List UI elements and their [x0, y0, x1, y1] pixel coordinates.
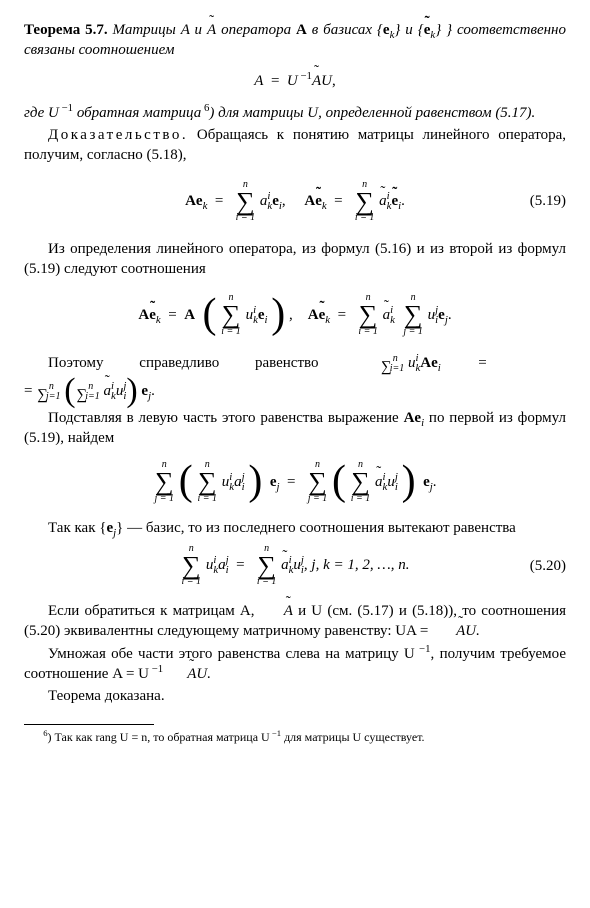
para9: Теорема доказана. [24, 686, 566, 706]
equation-5-19: Aek = n∑i = 1 aikei, Aek = n∑i = 1 aikei… [24, 180, 566, 223]
para7: Если обратиться к матрицам A, A и U (см.… [24, 601, 566, 642]
para5: Подставляя в левую часть этого равенства… [24, 408, 566, 449]
para2: Доказательство. Обращаясь к понятию матр… [24, 125, 566, 166]
footnote: 6) Так как rang U = n, то обратная матри… [24, 729, 566, 745]
para6: Так как {ej} — базис, то из последнего с… [24, 518, 566, 538]
para1: где U −1 обратная матрица 6) для матрицы… [24, 103, 566, 123]
theorem-stmt: Теорема 5.7. Матрицы A и A оператора A в… [24, 20, 566, 61]
equation-block2: Aek = A ( n∑i = 1 uikei ) , Aek = n∑i = … [24, 293, 566, 336]
equation-block3: n∑j = 1 ( n∑i = 1 uikaji ) ej = n∑j = 1 … [24, 460, 566, 503]
para3: Из определения линейного оператора, из ф… [24, 239, 566, 280]
para4-cont: = ∑nj=1 (∑ni=1 aikuji) ej. [24, 377, 566, 406]
footnote-rule [24, 724, 154, 725]
equation-main: A = U −1AU, [24, 71, 566, 91]
para8: Умножая обе части этого равенства слева … [24, 644, 566, 685]
equation-5-20: n∑i = 1 uikaji = n∑i = 1 aikuji, j, k = … [24, 544, 566, 587]
theorem-label: Теорема 5.7. [24, 22, 108, 38]
